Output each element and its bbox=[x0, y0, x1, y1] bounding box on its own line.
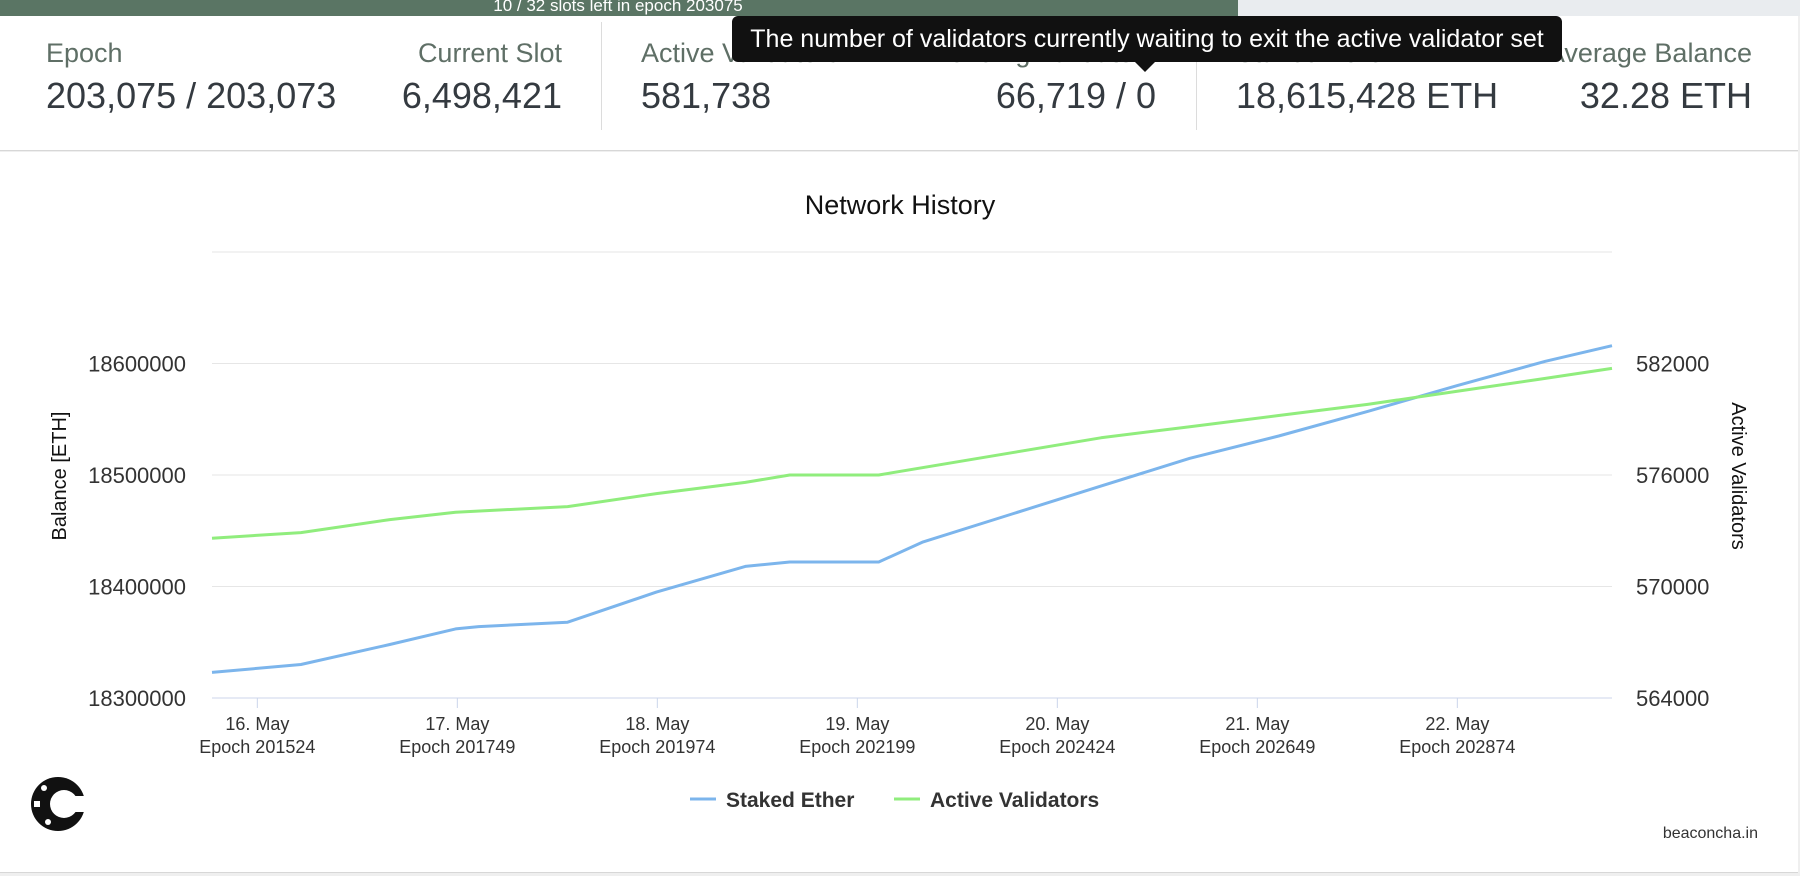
x-axis-tick-epoch: Epoch 202199 bbox=[799, 737, 915, 757]
stat-average-balance-title: Average Balance bbox=[1546, 38, 1752, 68]
stat-divider bbox=[1196, 22, 1197, 130]
network-history-card: Network History 16. May Epoch 201524 17. M… bbox=[0, 152, 1798, 873]
legend-item-staked-ether[interactable]: Staked Ether bbox=[726, 789, 854, 812]
stat-pending-validators-value: 66,719 / 0 bbox=[995, 75, 1156, 116]
series-line-active-validators[interactable] bbox=[211, 366, 1613, 540]
y-axis-right-tick: 576000 bbox=[1636, 463, 1709, 488]
y-axis-right-tick: 564000 bbox=[1636, 686, 1709, 711]
epoch-progress-fill bbox=[0, 0, 1238, 16]
series-line-staked-ether[interactable] bbox=[211, 344, 1613, 674]
epoch-progress-label: 10 / 32 slots left in epoch 203075 bbox=[493, 0, 743, 15]
stat-average-balance-value: 32.28 ETH bbox=[1579, 75, 1752, 116]
stat-current-slot-value: 6,498,421 bbox=[401, 75, 562, 116]
network-stats-card: Epoch 203,075 / 203,073 Current Slot 6,4… bbox=[0, 16, 1798, 151]
x-axis-tick-date: 21. May bbox=[1225, 714, 1289, 734]
y-axis-left-tick: 18500000 bbox=[88, 463, 186, 488]
tooltip-arrow bbox=[1135, 62, 1155, 72]
x-axis-tick-epoch: Epoch 202874 bbox=[1399, 737, 1515, 757]
x-axis-tick-date: 18. May bbox=[625, 714, 689, 734]
pending-validators-tooltip: The number of validators currently waiti… bbox=[732, 16, 1562, 62]
stat-epoch-title: Epoch bbox=[46, 38, 123, 68]
x-axis-tick-epoch: Epoch 202649 bbox=[1199, 737, 1315, 757]
stat-divider bbox=[601, 22, 602, 130]
y-axis-left-tick: 18400000 bbox=[88, 575, 186, 600]
stat-active-validators-value: 581,738 bbox=[641, 75, 772, 116]
y-axis-right-tick: 570000 bbox=[1636, 575, 1709, 600]
x-axis-tick-epoch: Epoch 201749 bbox=[399, 737, 515, 757]
x-axis-tick-date: 20. May bbox=[1025, 714, 1089, 734]
x-axis-tick-date: 16. May bbox=[225, 714, 289, 734]
stat-epoch: Epoch 203,075 / 203,073 bbox=[46, 36, 336, 118]
x-axis-tick-epoch: Epoch 201524 bbox=[199, 737, 315, 757]
y-axis-right-tick: 582000 bbox=[1636, 352, 1709, 377]
x-axis-tick-date: 19. May bbox=[825, 714, 889, 734]
stat-current-slot-title: Current Slot bbox=[417, 38, 562, 68]
stat-staked-ether-value: 18,615,428 ETH bbox=[1236, 75, 1499, 116]
legend-item-active-validators[interactable]: Active Validators bbox=[930, 789, 1099, 812]
epoch-progress-bar: 10 / 32 slots left in epoch 203075 bbox=[0, 0, 1800, 16]
y-axis-left-tick: 18300000 bbox=[88, 686, 186, 711]
y-axis-right-label: Active Validators bbox=[1727, 402, 1749, 549]
stat-epoch-value: 203,075 / 203,073 bbox=[46, 75, 337, 116]
stat-current-slot: Current Slot 6,498,421 bbox=[402, 36, 562, 118]
y-axis-left-label: Balance [ETH] bbox=[49, 412, 71, 541]
chart-title: Network History bbox=[805, 190, 996, 220]
x-axis-tick-date: 17. May bbox=[425, 714, 489, 734]
chart-credit[interactable]: beaconcha.in bbox=[1663, 825, 1758, 842]
beaconchain-logo-icon bbox=[31, 777, 90, 831]
stat-average-balance: Average Balance 32.28 ETH bbox=[1547, 36, 1752, 118]
x-axis-tick-epoch: Epoch 201974 bbox=[599, 737, 715, 757]
x-axis-tick-epoch: Epoch 202424 bbox=[999, 737, 1115, 757]
x-axis-tick-date: 22. May bbox=[1425, 714, 1489, 734]
y-axis-left-tick: 18600000 bbox=[88, 352, 186, 377]
network-history-chart: Network History 16. May Epoch 201524 17. M… bbox=[31, 190, 1758, 842]
